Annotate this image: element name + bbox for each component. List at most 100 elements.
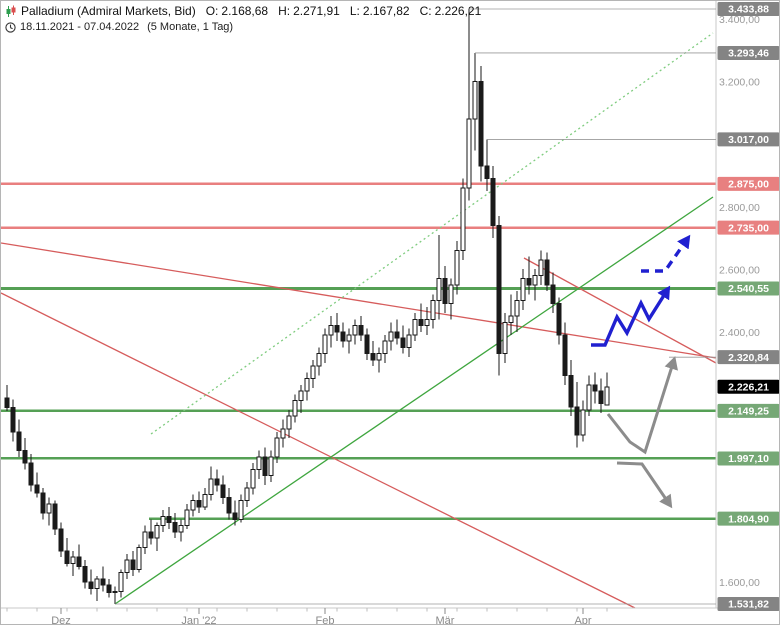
candle-body: [190, 500, 196, 511]
x-axis-month-label: Dez: [51, 615, 71, 625]
candle-body: [178, 525, 184, 533]
resistance-level-label: [717, 176, 779, 191]
candle-body: [358, 325, 364, 336]
candle-body: [478, 81, 484, 167]
candle-body: [370, 353, 376, 361]
candle-body: [202, 493, 208, 508]
candle-body: [394, 331, 400, 339]
candle-body: [220, 484, 226, 499]
candle-body: [22, 450, 28, 464]
y-axis-tick-label: 2.800,00: [719, 202, 760, 214]
candle-body: [514, 300, 520, 317]
price-marker-label-text: 3.017,00: [728, 134, 769, 146]
price-marker-label: [717, 2, 779, 17]
candle-body: [568, 375, 574, 408]
x-axis-month-label: Feb: [316, 615, 335, 625]
candle-body: [262, 456, 268, 477]
candle-body: [268, 456, 274, 477]
candle-body: [388, 331, 394, 342]
candle-body: [544, 259, 550, 286]
candle-body: [532, 274, 538, 286]
candle-body: [406, 334, 412, 348]
candle-body: [310, 365, 316, 380]
candle-body: [256, 456, 262, 470]
x-axis-month-label: Jan '22: [181, 615, 216, 625]
price-marker-label-text: 2.320,84: [728, 352, 769, 364]
candle-body: [112, 590, 118, 594]
horizontal-levels-layer: [1, 182, 716, 520]
candle-body: [4, 397, 10, 408]
candle-body: [436, 278, 442, 302]
clock-icon: [5, 21, 16, 33]
candle-body: [160, 515, 166, 527]
downtrend-long: [1, 292, 636, 609]
candle-body: [172, 522, 178, 533]
candle-body: [280, 428, 286, 439]
candle-body: [154, 525, 160, 539]
candle-body: [16, 431, 22, 452]
open-pair: O: 2.168,68: [206, 4, 268, 19]
support-level-label-text: 1.997,10: [728, 453, 769, 465]
candle-body: [148, 531, 154, 539]
candle-body: [232, 512, 238, 520]
price-marker-label: [717, 132, 779, 147]
price-marker-label-text: 1.531,82: [728, 599, 769, 611]
price-marker-label: [717, 45, 779, 60]
high-value: 2.271,91: [293, 4, 340, 18]
candle-body: [460, 187, 466, 251]
candle-body: [70, 556, 76, 564]
candle-body: [40, 492, 46, 514]
price-marker-label: [717, 350, 779, 365]
uptrend-from-dec-low: [114, 196, 714, 605]
candle-body: [580, 409, 586, 436]
candle-body: [316, 353, 322, 367]
open-value: 2.168,68: [221, 4, 269, 18]
support-level-label-text: 1.804,90: [728, 513, 769, 525]
candle-body: [484, 165, 490, 180]
close-pair: C: 2.226,21: [420, 4, 482, 19]
candle-body: [142, 531, 148, 549]
candle-body: [454, 249, 460, 286]
candle-body: [10, 406, 16, 433]
candle-body: [82, 565, 88, 583]
support-level-label: [717, 451, 779, 466]
x-axis-month-label: Mär: [436, 615, 455, 625]
candle-body: [352, 325, 358, 336]
candle-body: [136, 547, 142, 571]
candle-body: [166, 515, 172, 524]
candlestick-icon: [6, 5, 16, 17]
candle-body: [334, 325, 340, 333]
support-level-label: [717, 403, 779, 418]
price-marker-label-text: 3.433,88: [728, 4, 769, 16]
close-label: C:: [419, 4, 432, 18]
candle-body: [64, 550, 70, 564]
candle-body: [106, 584, 112, 594]
candle-body: [274, 437, 280, 458]
candle-body: [502, 321, 508, 355]
candle-body: [538, 259, 544, 276]
resistance-level-label-text: 2.735,00: [728, 222, 769, 234]
candle-body: [556, 303, 562, 336]
candle-body: [244, 487, 250, 502]
support-level-label: [717, 511, 779, 526]
candle-body: [364, 334, 370, 355]
current-price-label-text: 2.226,21: [728, 381, 769, 393]
candle-body: [196, 500, 202, 508]
candle-body: [118, 572, 124, 592]
y-axis-tick-label: 2.400,00: [719, 327, 760, 339]
trendlines-layer: [1, 32, 717, 609]
candle-body: [508, 315, 514, 323]
candle-body: [184, 509, 190, 527]
bullish-continuation-arrow: [641, 234, 691, 273]
candle-body: [550, 284, 556, 305]
candle-body: [88, 581, 94, 589]
downtrend-steep-recent: [523, 257, 717, 364]
y-axis-tick-label: 2.600,00: [719, 264, 760, 276]
period: (5 Monate, 1 Tag): [147, 21, 234, 33]
price-marker-label-text: 3.293,46: [728, 48, 769, 60]
candle-body: [520, 278, 526, 302]
candle-body: [562, 334, 568, 377]
candle-body: [208, 478, 214, 495]
candle-body: [304, 378, 310, 392]
candle-body: [340, 331, 346, 342]
